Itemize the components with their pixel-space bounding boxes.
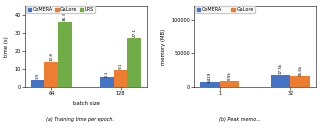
Y-axis label: memory (MB): memory (MB) <box>161 28 166 64</box>
Text: 17.5k: 17.5k <box>278 63 283 74</box>
Bar <box>31 80 44 87</box>
Bar <box>220 81 239 87</box>
Text: 36.3: 36.3 <box>63 12 67 21</box>
Bar <box>291 76 310 87</box>
Text: 9.1: 9.1 <box>118 63 123 69</box>
Text: 8.9k: 8.9k <box>228 71 231 80</box>
Text: 3.5: 3.5 <box>36 73 40 79</box>
Text: (b) Peak memo...: (b) Peak memo... <box>219 117 261 122</box>
Text: 15.6k: 15.6k <box>298 64 302 76</box>
Y-axis label: time (s): time (s) <box>4 36 9 57</box>
Text: 6419: 6419 <box>208 72 212 82</box>
Bar <box>44 62 58 87</box>
Text: (a) Training time per epoch.: (a) Training time per epoch. <box>46 117 114 122</box>
Text: 5.1: 5.1 <box>105 70 109 77</box>
Bar <box>200 82 220 87</box>
Legend: CoMERA, GaLore: CoMERA, GaLore <box>195 6 255 13</box>
Bar <box>114 70 127 87</box>
Bar <box>100 77 114 87</box>
Bar <box>127 38 141 87</box>
Text: 27.1: 27.1 <box>132 28 136 37</box>
X-axis label: batch size: batch size <box>73 101 100 106</box>
Legend: CoMERA, GaLore, LRS: CoMERA, GaLore, LRS <box>26 6 95 13</box>
Bar <box>271 75 291 87</box>
Text: 13.8: 13.8 <box>49 52 53 61</box>
Bar <box>58 22 72 87</box>
